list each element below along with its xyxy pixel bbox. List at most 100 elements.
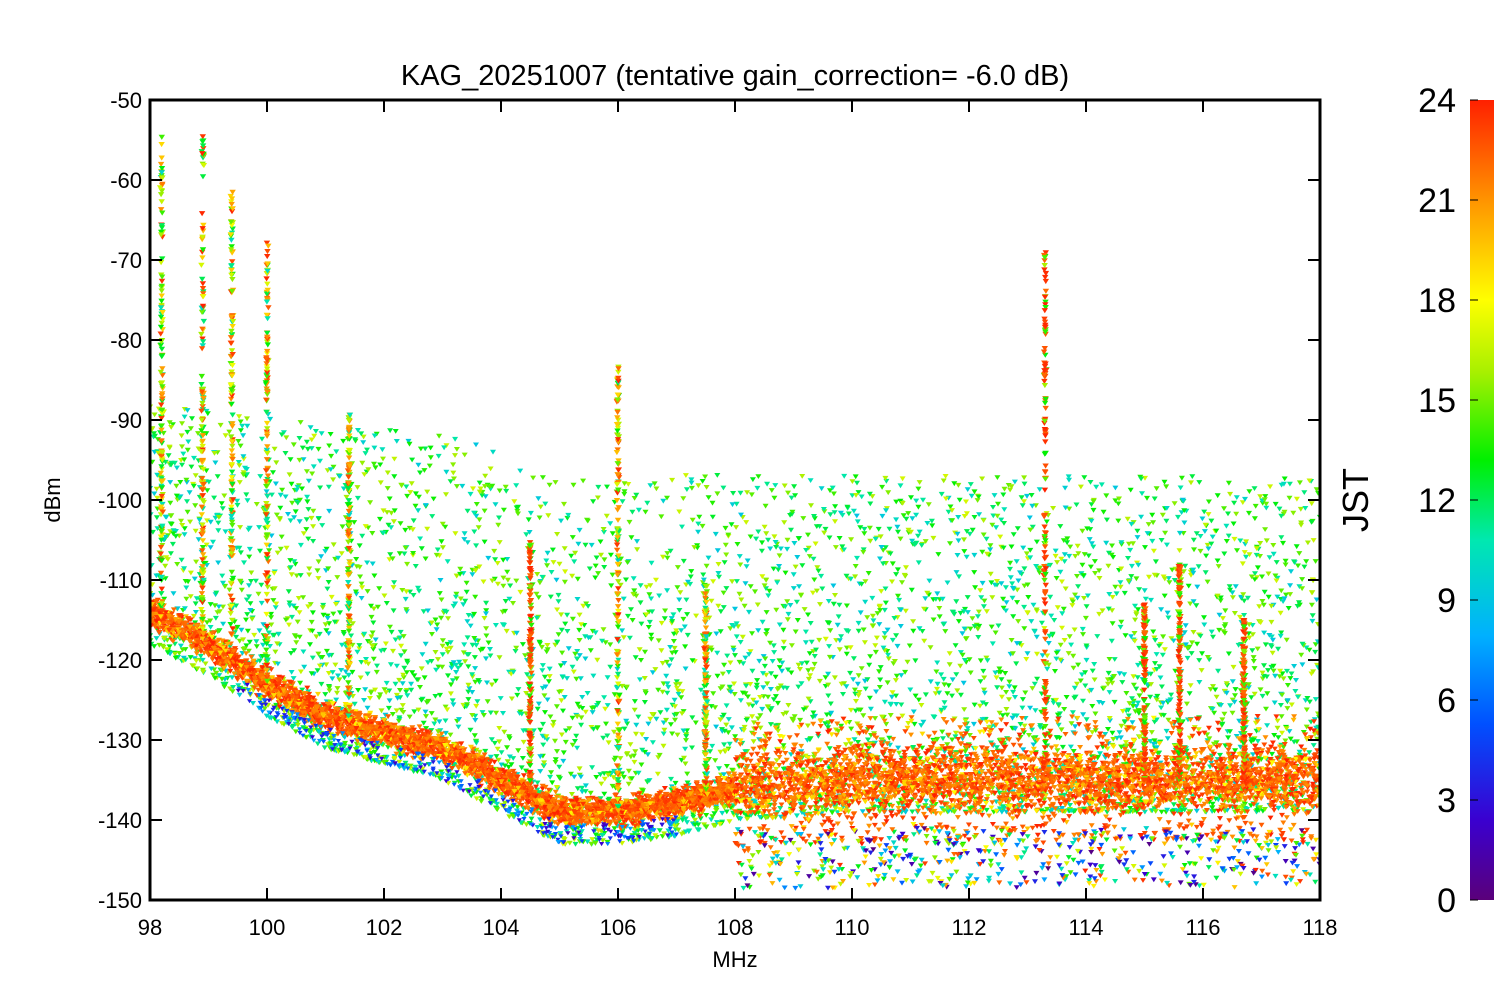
data-point bbox=[880, 645, 887, 651]
data-point bbox=[528, 816, 535, 822]
data-point bbox=[968, 493, 975, 499]
data-point bbox=[1284, 706, 1291, 711]
data-point bbox=[632, 655, 639, 661]
data-point bbox=[1000, 492, 1007, 498]
data-point bbox=[306, 572, 313, 578]
data-point bbox=[404, 493, 411, 499]
data-point bbox=[936, 614, 943, 620]
data-point bbox=[674, 685, 680, 691]
data-point bbox=[1229, 595, 1236, 600]
data-point bbox=[800, 516, 807, 521]
data-point bbox=[700, 572, 707, 578]
data-point bbox=[979, 549, 986, 555]
data-point bbox=[952, 643, 959, 648]
data-point bbox=[1105, 727, 1111, 732]
data-point bbox=[310, 464, 317, 470]
data-point bbox=[294, 500, 301, 506]
data-point bbox=[834, 810, 841, 815]
data-point bbox=[404, 660, 411, 666]
data-point bbox=[153, 486, 160, 492]
data-point bbox=[980, 532, 987, 538]
data-point bbox=[1279, 671, 1286, 677]
data-point bbox=[1026, 515, 1033, 521]
data-point bbox=[307, 642, 313, 648]
data-point bbox=[1136, 734, 1143, 740]
data-point bbox=[721, 728, 728, 734]
data-point bbox=[723, 809, 730, 815]
data-point bbox=[806, 554, 813, 559]
data-point bbox=[273, 601, 280, 607]
data-point bbox=[633, 731, 639, 737]
data-point bbox=[847, 670, 854, 676]
data-point bbox=[676, 509, 683, 515]
data-point bbox=[207, 625, 214, 630]
data-point bbox=[472, 594, 479, 600]
data-point bbox=[917, 756, 924, 761]
data-point bbox=[759, 574, 766, 580]
data-point bbox=[656, 752, 663, 758]
data-point bbox=[482, 473, 489, 479]
data-point bbox=[1081, 552, 1088, 557]
data-point bbox=[330, 477, 337, 483]
data-point bbox=[326, 685, 333, 691]
data-point bbox=[822, 721, 829, 726]
data-point bbox=[310, 508, 317, 514]
data-point bbox=[688, 480, 695, 486]
data-point bbox=[1251, 691, 1258, 697]
data-point bbox=[387, 552, 394, 557]
data-point bbox=[396, 677, 403, 683]
data-point bbox=[653, 486, 660, 492]
data-point bbox=[1081, 596, 1087, 601]
data-point bbox=[291, 648, 298, 653]
data-point bbox=[633, 722, 640, 728]
data-point bbox=[1251, 577, 1258, 582]
data-point bbox=[885, 652, 892, 658]
data-point bbox=[351, 701, 358, 707]
data-point bbox=[306, 566, 313, 572]
data-point bbox=[473, 739, 480, 745]
data-point bbox=[1053, 576, 1060, 581]
data-point bbox=[433, 667, 440, 673]
data-point bbox=[832, 593, 838, 598]
data-point bbox=[726, 819, 733, 825]
data-point bbox=[739, 634, 746, 640]
data-point bbox=[1098, 482, 1105, 488]
data-point bbox=[646, 592, 653, 598]
data-point bbox=[927, 679, 934, 685]
data-point bbox=[297, 420, 304, 425]
data-point bbox=[882, 475, 889, 481]
data-point bbox=[832, 519, 838, 524]
data-point bbox=[1195, 727, 1202, 733]
data-point bbox=[162, 563, 169, 569]
data-point bbox=[660, 498, 667, 504]
data-point bbox=[1077, 678, 1084, 684]
data-point bbox=[820, 507, 827, 512]
data-point bbox=[519, 756, 526, 761]
data-point bbox=[1151, 738, 1158, 744]
data-point bbox=[768, 488, 775, 493]
data-point bbox=[802, 629, 809, 635]
data-point bbox=[1135, 662, 1141, 668]
data-point bbox=[204, 411, 211, 417]
data-point bbox=[278, 432, 285, 438]
data-point bbox=[983, 807, 990, 813]
data-point bbox=[1066, 477, 1072, 483]
data-point bbox=[364, 589, 371, 594]
data-point bbox=[494, 801, 500, 807]
data-point bbox=[1003, 707, 1010, 712]
data-point bbox=[873, 689, 880, 695]
data-point bbox=[1264, 723, 1271, 728]
data-point bbox=[713, 724, 720, 730]
data-point bbox=[709, 500, 716, 506]
data-point bbox=[1286, 729, 1293, 734]
data-point bbox=[777, 814, 784, 820]
data-point bbox=[1199, 516, 1206, 522]
data-point bbox=[1014, 641, 1020, 646]
data-point bbox=[717, 609, 724, 615]
data-point bbox=[670, 612, 677, 618]
data-point bbox=[979, 476, 986, 482]
data-point bbox=[189, 416, 195, 422]
data-point bbox=[325, 631, 332, 636]
data-point bbox=[1296, 600, 1302, 606]
data-point bbox=[584, 518, 591, 524]
